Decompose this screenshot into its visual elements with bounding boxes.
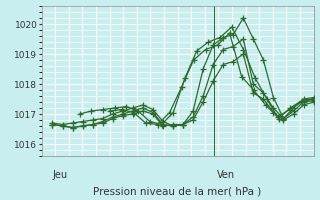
Text: Ven: Ven xyxy=(217,170,235,180)
Text: Jeu: Jeu xyxy=(52,170,68,180)
Text: Pression niveau de la mer( hPa ): Pression niveau de la mer( hPa ) xyxy=(93,187,262,197)
